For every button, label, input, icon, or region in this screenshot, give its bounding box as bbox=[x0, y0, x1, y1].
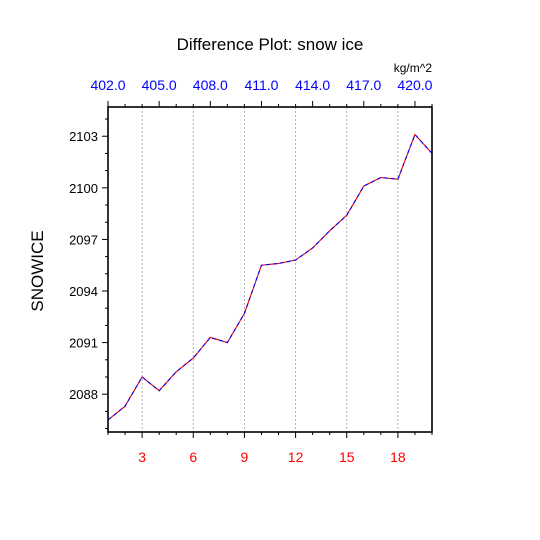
top-tick-label: 411.0 bbox=[244, 77, 278, 93]
y-tick-label: 2103 bbox=[69, 129, 98, 144]
top-tick-label: 417.0 bbox=[346, 77, 381, 93]
y-tick-label: 2091 bbox=[69, 336, 98, 351]
top-tick-label: 420.0 bbox=[397, 77, 432, 93]
top-tick-label: 405.0 bbox=[142, 77, 177, 93]
y-tick-label: 2094 bbox=[69, 284, 98, 299]
top-tick-label: 402.0 bbox=[90, 77, 125, 93]
x-tick-label: 15 bbox=[339, 449, 355, 465]
series-line bbox=[107, 133, 433, 421]
y-tick-label: 2100 bbox=[69, 181, 98, 196]
x-tick-label: 6 bbox=[189, 449, 197, 465]
top-tick-label: 414.0 bbox=[295, 77, 330, 93]
grid-lines bbox=[141, 107, 399, 432]
series-layer bbox=[107, 133, 433, 421]
y-axis-label: SNOWICE bbox=[28, 230, 47, 311]
tick-labels: 3 6 9 12 15 18 402.0 405.0 408.0 411.0 414.0 417.0 4… bbox=[69, 77, 433, 465]
chart-title: Difference Plot: snow ice bbox=[177, 35, 364, 54]
x-tick-label: 3 bbox=[138, 449, 146, 465]
top-tick-label: 408.0 bbox=[193, 77, 228, 93]
ticks bbox=[102, 101, 433, 438]
x-tick-label: 9 bbox=[241, 449, 249, 465]
top-axis-units: kg/m^2 bbox=[394, 61, 433, 75]
y-tick-label: 2088 bbox=[69, 387, 98, 402]
plot-frame bbox=[107, 106, 433, 433]
y-tick-label: 2097 bbox=[69, 232, 98, 247]
x-tick-label: 18 bbox=[390, 449, 406, 465]
series-line-dashed bbox=[107, 133, 433, 421]
x-tick-label: 12 bbox=[288, 449, 304, 465]
